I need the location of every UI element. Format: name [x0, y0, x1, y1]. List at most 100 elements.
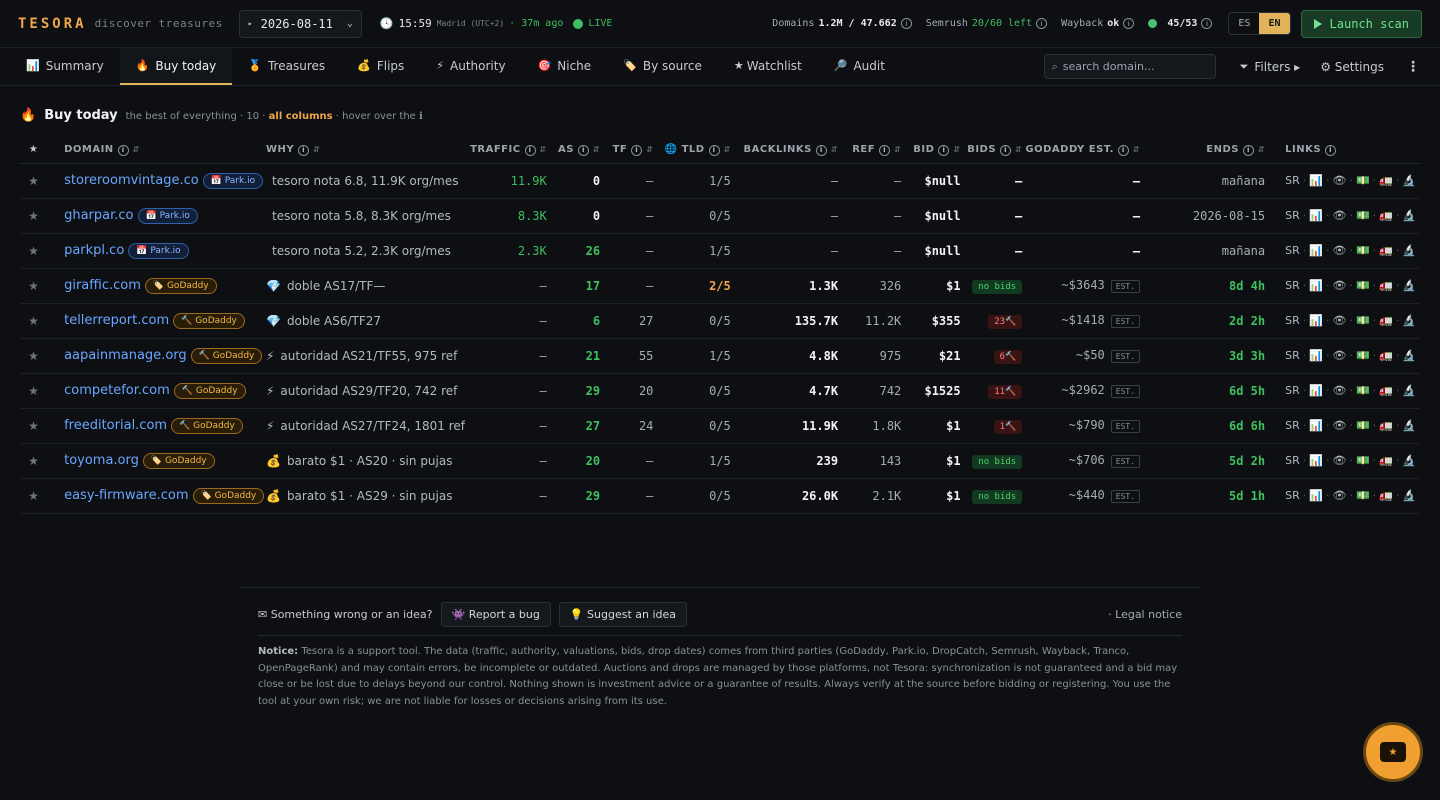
semrush-link[interactable]: SR — [1285, 384, 1300, 397]
column-domain[interactable]: DOMAIN i ⇵ — [47, 137, 266, 164]
watch-star-icon[interactable]: ★ — [20, 338, 48, 374]
link-transfer-icon[interactable]: 🚛 — [1379, 314, 1393, 327]
link-wayback-icon[interactable]: 👁 — [1332, 349, 1347, 362]
report-bug-button[interactable]: 👾 Report a bug — [440, 602, 551, 627]
table-row[interactable]: ★ parkpl.co 📅 Park.io tesoro nota 5.2, 2.… — [20, 233, 1420, 269]
watch-star-icon[interactable]: ★ — [20, 163, 48, 199]
watch-star-icon[interactable]: ★ — [20, 478, 48, 514]
table-row[interactable]: ★ competefor.com 🔨 GoDaddy ⚡ autoridad AS2… — [20, 373, 1420, 409]
table-row[interactable]: ★ toyoma.org 🏷️ GoDaddy 💰 barato $1 · AS20… — [20, 443, 1420, 479]
column-godaddy-est[interactable]: GODADDY EST. i ⇵ — [1022, 137, 1141, 164]
link-transfer-icon[interactable]: 🚛 — [1379, 279, 1393, 292]
info-icon[interactable]: i — [1036, 18, 1048, 29]
semrush-link[interactable]: SR — [1285, 244, 1300, 257]
semrush-link[interactable]: SR — [1285, 419, 1300, 432]
watch-star-icon[interactable]: ★ — [20, 198, 48, 234]
link-semrush-chart-icon[interactable]: 📊 — [1309, 349, 1323, 362]
info-icon[interactable]: i — [1201, 18, 1213, 29]
link-wayback-icon[interactable]: 👁 — [1332, 174, 1347, 187]
date-picker[interactable]: ▸ 2026-08-11 ⌄ — [238, 9, 362, 38]
link-godaddy-icon[interactable]: 💵 — [1355, 419, 1370, 432]
search-input[interactable] — [1062, 60, 1203, 73]
domain-link[interactable]: freeditorial.com — [64, 417, 168, 433]
link-godaddy-icon[interactable]: 💵 — [1355, 384, 1370, 397]
link-godaddy-icon[interactable]: 💵 — [1355, 489, 1370, 502]
domain-link[interactable]: easy-firmware.com — [64, 487, 189, 503]
link-semrush-chart-icon[interactable]: 📊 — [1309, 314, 1323, 327]
link-audit-icon[interactable]: 🔬 — [1402, 279, 1417, 292]
link-audit-icon[interactable]: 🔬 — [1402, 174, 1417, 187]
semrush-link[interactable]: SR — [1285, 279, 1300, 292]
link-semrush-chart-icon[interactable]: 📊 — [1309, 244, 1323, 257]
link-audit-icon[interactable]: 🔬 — [1402, 384, 1417, 397]
column-backlinks[interactable]: BACKLINKS i ⇵ — [730, 137, 839, 164]
link-audit-icon[interactable]: 🔬 — [1402, 349, 1417, 362]
domain-link[interactable]: parkpl.co — [64, 242, 125, 258]
table-row[interactable]: ★ storeroomvintage.co 📅 Park.io tesoro no… — [20, 163, 1420, 199]
tab-flips[interactable]: 💰 Flips — [341, 48, 420, 85]
column-bids[interactable]: BIDS i ⇵ — [960, 137, 1023, 164]
link-semrush-chart-icon[interactable]: 📊 — [1309, 174, 1323, 187]
link-godaddy-icon[interactable]: 💵 — [1355, 349, 1370, 362]
column-ends[interactable]: ENDS i ⇵ — [1140, 137, 1266, 164]
tab-by-source[interactable]: 🏷️ By source — [607, 48, 718, 85]
search-box[interactable]: ⌕ — [1043, 54, 1216, 79]
link-wayback-icon[interactable]: 👁 — [1332, 489, 1347, 502]
table-row[interactable]: ★ aapainmanage.org 🔨 GoDaddy ⚡ autoridad A… — [20, 338, 1420, 374]
watch-star-icon[interactable]: ★ — [20, 268, 48, 304]
link-transfer-icon[interactable]: 🚛 — [1379, 174, 1393, 187]
watch-column-header[interactable]: ★ — [20, 137, 48, 164]
link-godaddy-icon[interactable]: 💵 — [1355, 174, 1370, 187]
tab-niche[interactable]: 🎯 Niche — [522, 48, 608, 85]
watch-star-icon[interactable]: ★ — [20, 443, 48, 479]
semrush-link[interactable]: SR — [1285, 489, 1300, 502]
semrush-link[interactable]: SR — [1285, 349, 1300, 362]
link-transfer-icon[interactable]: 🚛 — [1379, 454, 1393, 467]
column-tf[interactable]: TF i ⇵ — [600, 137, 654, 164]
link-wayback-icon[interactable]: 👁 — [1332, 209, 1347, 222]
watch-star-icon[interactable]: ★ — [20, 303, 48, 339]
suggest-idea-button[interactable]: 💡 Suggest an idea — [558, 602, 688, 627]
link-godaddy-icon[interactable]: 💵 — [1355, 314, 1370, 327]
lang-en-button[interactable]: EN — [1259, 13, 1290, 34]
table-row[interactable]: ★ giraffic.com 🏷️ GoDaddy 💎 doble AS17/TF—… — [20, 268, 1420, 304]
tab-audit[interactable]: 🔎 Audit — [818, 48, 901, 85]
link-audit-icon[interactable]: 🔬 — [1402, 419, 1417, 432]
link-godaddy-icon[interactable]: 💵 — [1355, 279, 1370, 292]
link-godaddy-icon[interactable]: 💵 — [1355, 454, 1370, 467]
lang-es-button[interactable]: ES — [1238, 18, 1251, 29]
column-bid[interactable]: BID i ⇵ — [901, 137, 961, 164]
domain-link[interactable]: gharpar.co — [64, 207, 134, 223]
link-transfer-icon[interactable]: 🚛 — [1379, 384, 1393, 397]
domain-link[interactable]: tellerreport.com — [64, 312, 170, 328]
link-semrush-chart-icon[interactable]: 📊 — [1309, 489, 1323, 502]
link-audit-icon[interactable]: 🔬 — [1402, 314, 1417, 327]
domain-link[interactable]: giraffic.com — [64, 277, 141, 293]
link-godaddy-icon[interactable]: 💵 — [1355, 209, 1370, 222]
link-audit-icon[interactable]: 🔬 — [1402, 454, 1417, 467]
link-wayback-icon[interactable]: 👁 — [1332, 454, 1347, 467]
link-semrush-chart-icon[interactable]: 📊 — [1309, 454, 1323, 467]
watch-star-icon[interactable]: ★ — [20, 233, 48, 269]
semrush-link[interactable]: SR — [1285, 454, 1300, 467]
table-row[interactable]: ★ gharpar.co 📅 Park.io tesoro nota 5.8, 8… — [20, 198, 1420, 234]
link-semrush-chart-icon[interactable]: 📊 — [1309, 419, 1323, 432]
link-transfer-icon[interactable]: 🚛 — [1379, 349, 1393, 362]
link-wayback-icon[interactable]: 👁 — [1332, 279, 1347, 292]
domain-link[interactable]: aapainmanage.org — [64, 347, 187, 363]
column-as[interactable]: AS i ⇵ — [546, 137, 601, 164]
info-icon[interactable]: i — [900, 18, 912, 29]
semrush-link[interactable]: SR — [1285, 209, 1300, 222]
link-transfer-icon[interactable]: 🚛 — [1379, 489, 1393, 502]
link-semrush-chart-icon[interactable]: 📊 — [1309, 209, 1323, 222]
column-traffic[interactable]: TRAFFIC i ⇵ — [465, 137, 547, 164]
domain-link[interactable]: storeroomvintage.co — [64, 172, 199, 188]
link-transfer-icon[interactable]: 🚛 — [1379, 244, 1393, 257]
link-audit-icon[interactable]: 🔬 — [1402, 209, 1417, 222]
legal-notice-link[interactable]: · Legal notice — [1108, 608, 1182, 621]
link-wayback-icon[interactable]: 👁 — [1332, 314, 1347, 327]
link-semrush-chart-icon[interactable]: 📊 — [1309, 384, 1323, 397]
watch-star-icon[interactable]: ★ — [20, 408, 48, 444]
link-transfer-icon[interactable]: 🚛 — [1379, 209, 1393, 222]
more-menu-icon[interactable]: ⋮ — [1406, 58, 1420, 75]
